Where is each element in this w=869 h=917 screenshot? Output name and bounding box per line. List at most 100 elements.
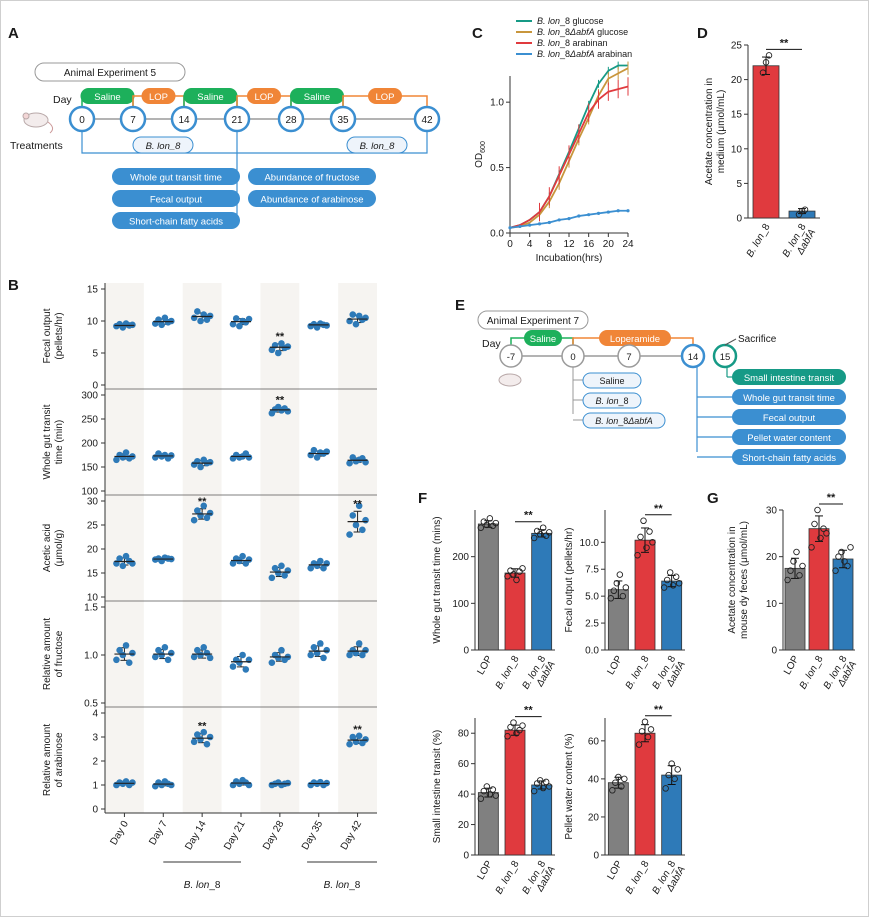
x-tick-label: Day 28 — [261, 819, 287, 852]
legend-italic: ΔabfA — [569, 49, 595, 59]
y-tick-label: 15 — [87, 285, 99, 296]
data-point — [239, 651, 246, 659]
legend-plain: _8 glucose — [559, 16, 604, 26]
significance-mark: ** — [198, 721, 207, 733]
experiment-title: Animal Experiment 7 — [487, 316, 580, 327]
y-tick-label: 20 — [87, 545, 99, 556]
data-point — [635, 741, 643, 748]
x-tick-label: LOP — [605, 654, 625, 677]
y-axis-label: Small intestine transit (%) — [432, 730, 443, 843]
data-point — [229, 560, 237, 567]
panel-label-a: A — [8, 25, 19, 42]
x-tick-label-part: _8 — [834, 654, 850, 670]
data-point — [239, 552, 246, 560]
outcome-pill — [732, 429, 846, 445]
data-point — [167, 317, 175, 325]
data-point — [665, 771, 672, 779]
group-italic: B. lon — [595, 416, 618, 426]
y-tick-label: 4 — [92, 709, 98, 720]
data-point — [504, 573, 511, 580]
data-point — [313, 562, 321, 570]
data-point — [518, 224, 522, 229]
group-label: B. lon_8 — [595, 396, 628, 406]
data-point — [530, 534, 538, 542]
data-point — [274, 569, 282, 577]
data-point — [203, 649, 211, 657]
data-point — [164, 656, 172, 664]
data-point — [483, 783, 491, 790]
data-point — [119, 562, 127, 570]
legend-label: B. lon_8 arabinan — [537, 38, 608, 48]
x-tick-label-part: LOP — [605, 654, 625, 677]
x-tick-label: 8 — [547, 239, 553, 250]
data-point — [206, 733, 214, 741]
x-tick-label: 4 — [527, 239, 533, 250]
y-tick-label: 30 — [766, 506, 778, 517]
data-point — [643, 544, 650, 551]
outcome-label: Whole gut transit time — [743, 393, 835, 404]
group-label-italic: B. lon — [184, 880, 210, 891]
data-point — [284, 408, 292, 415]
data-point — [787, 567, 794, 574]
data-point — [841, 558, 848, 565]
x-tick-label: Day 7 — [147, 819, 170, 848]
outcome-pill — [732, 389, 846, 405]
data-point — [784, 576, 791, 584]
data-point — [352, 521, 360, 529]
mouse-icon — [498, 373, 522, 387]
data-point — [675, 579, 683, 587]
panel-label-g: G — [707, 490, 719, 507]
y-axis-label-line: of fructose — [54, 630, 65, 677]
x-axis-label: Incubation(hrs) — [536, 253, 603, 264]
outcome-pill — [248, 190, 376, 207]
data-point — [483, 521, 491, 529]
bar — [477, 792, 499, 856]
x-tick-label: B. lon_8 — [624, 654, 652, 692]
y-tick-label: 10 — [87, 593, 99, 604]
data-point — [799, 562, 806, 570]
data-point — [510, 571, 517, 578]
data-point — [508, 226, 512, 230]
y-tick-label: 0 — [92, 381, 98, 392]
data-point — [660, 584, 668, 591]
significance-mark: ** — [353, 498, 362, 510]
strain-box-b — [346, 136, 408, 154]
bar — [832, 558, 854, 651]
data-point — [619, 592, 627, 600]
experiment-title-box — [477, 310, 589, 330]
outcome-pill — [732, 409, 846, 425]
y-axis-label: Relative amountof fructose — [42, 618, 65, 690]
y-axis-label-line: Fecal output — [42, 308, 53, 363]
bar — [504, 572, 526, 651]
data-point — [317, 557, 324, 565]
data-point — [539, 784, 547, 792]
data-point — [323, 322, 331, 329]
data-point — [271, 564, 279, 572]
data-point — [284, 567, 292, 574]
segment-pill — [247, 88, 281, 104]
data-point — [245, 454, 253, 461]
data-point — [242, 666, 250, 673]
bar — [531, 532, 553, 651]
y-tick-label: 80 — [458, 729, 470, 740]
day-number: 28 — [285, 115, 297, 126]
day-circle — [617, 344, 641, 368]
x-tick-label: 16 — [583, 239, 595, 250]
panel-label-f: F — [418, 490, 427, 507]
y-axis-label-line: Relative amount — [42, 724, 53, 796]
x-tick-label-part: _8 — [636, 654, 652, 670]
data-point — [489, 786, 497, 793]
significance-mark: ** — [654, 503, 663, 515]
x-tick-label: 0 — [507, 239, 513, 250]
y-tick-label: 20 — [458, 820, 470, 831]
bar — [607, 782, 629, 856]
data-point — [323, 560, 331, 567]
day-number: 35 — [337, 115, 349, 126]
significance-mark: ** — [276, 331, 285, 343]
y-axis-label: Acetic acid(μmol/g) — [42, 524, 65, 572]
data-point — [477, 795, 485, 802]
legend-label: B. lon_8ΔabfA arabinan — [537, 49, 632, 59]
data-point — [190, 516, 198, 524]
x-tick-label-part: _8 — [506, 859, 522, 875]
